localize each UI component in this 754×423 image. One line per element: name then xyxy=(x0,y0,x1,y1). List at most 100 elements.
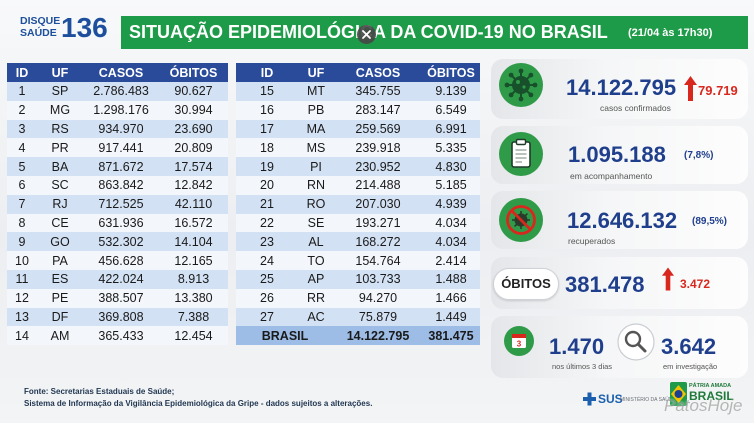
recent-deaths-label: nos últimos 3 dias xyxy=(552,362,613,371)
total-label: BRASIL xyxy=(261,328,309,343)
cell-uf: RJ xyxy=(52,197,68,212)
monitoring-value: 1.095.188 xyxy=(568,142,666,167)
monitoring-pct: (7,8%) xyxy=(684,150,714,161)
table-body: 1 SP 2.786.483 90.627 2 MG 1.298.176 30.994 3 RS 9… xyxy=(7,82,228,346)
states-table-left: ID UF CASOS ÓBITOS 1 SP 2.786.483 90.627 2 MG… xyxy=(7,63,228,346)
cell-uf: RS xyxy=(51,121,69,136)
cell-deaths: 1.466 xyxy=(435,291,467,306)
cell-uf: MG xyxy=(49,103,71,118)
source-line-1: Fonte: Secretarias Estaduais de Saúde; xyxy=(24,387,175,396)
calendar-day: 3 xyxy=(517,340,522,349)
cell-uf: RR xyxy=(306,291,326,306)
header-id: ID xyxy=(15,65,29,80)
cell-deaths: 16.572 xyxy=(174,215,213,230)
logo-line1: DISQUE xyxy=(20,15,61,27)
close-button[interactable] xyxy=(357,25,376,44)
plus-icon xyxy=(583,392,596,406)
cell-cases: 631.936 xyxy=(98,215,144,230)
arrow-up-icon xyxy=(684,76,697,101)
cell-deaths: 23.690 xyxy=(174,121,213,136)
cell-id: 1 xyxy=(18,84,26,99)
cell-uf: PE xyxy=(51,291,69,306)
cell-id: 8 xyxy=(18,215,26,230)
recent-deaths-value: 1.470 xyxy=(549,334,605,359)
header-uf: UF xyxy=(51,65,69,80)
cell-uf: RO xyxy=(306,197,326,212)
close-icon xyxy=(362,30,371,39)
arrow-up-icon xyxy=(662,267,674,291)
cell-uf: CE xyxy=(51,215,69,230)
title-banner: SITUAÇÃO EPIDEMIOLÓGICA DA COVID-19 NO B… xyxy=(121,16,748,49)
cell-cases: 532.302 xyxy=(98,234,144,249)
table-header: ID UF CASOS ÓBITOS xyxy=(7,63,228,82)
cell-id: 23 xyxy=(260,234,274,249)
table-row: 4 PR 917.441 20.809 xyxy=(7,138,228,158)
cell-id: 6 xyxy=(18,178,26,193)
cell-deaths: 7.388 xyxy=(177,309,210,324)
cell-uf: RN xyxy=(306,178,326,193)
cell-uf: AM xyxy=(50,328,70,343)
states-table-right: ID UF CASOS ÓBITOS 15 MT 345.755 9.139 16 PB 2… xyxy=(236,63,480,346)
table-row: 24 TO 154.764 2.414 xyxy=(236,251,480,270)
header-deaths: ÓBITOS xyxy=(169,65,218,80)
table-row: 6 SC 863.842 12.842 xyxy=(7,175,228,195)
virus-icon xyxy=(499,63,543,107)
recovered-pct: (89,5%) xyxy=(692,216,728,227)
cell-cases: 345.755 xyxy=(355,84,401,99)
cell-cases: 456.628 xyxy=(98,253,144,268)
table-row: 17 MA 259.569 6.991 xyxy=(236,119,480,139)
cell-cases: 168.272 xyxy=(355,234,401,249)
cell-id: 21 xyxy=(260,197,274,212)
investigation-label: em investigação xyxy=(663,362,718,371)
table-row: 23 AL 168.272 4.034 xyxy=(236,232,480,252)
cell-uf: BA xyxy=(51,159,69,174)
ministry-text: MINISTÉRIO DA SAÚDE xyxy=(620,397,676,403)
table-row: 22 SE 193.271 4.034 xyxy=(236,213,480,233)
cell-id: 16 xyxy=(260,103,274,118)
cell-uf: PI xyxy=(310,159,322,174)
cell-cases: 365.433 xyxy=(98,328,144,343)
cell-cases: 207.030 xyxy=(355,197,401,212)
cell-id: 9 xyxy=(18,234,26,249)
cell-deaths: 4.830 xyxy=(435,159,467,174)
logo-line2: SAÚDE xyxy=(20,27,57,39)
sus-text: SUS xyxy=(598,392,623,406)
clipboard-icon xyxy=(499,132,543,176)
table-row: 11 ES 422.024 8.913 xyxy=(7,269,228,289)
gov-line-1: PÁTRIA AMADA xyxy=(689,383,732,389)
cell-uf: SE xyxy=(307,215,325,230)
cell-id: 11 xyxy=(15,272,29,287)
watermark: PatosHoje xyxy=(664,396,743,415)
cell-id: 7 xyxy=(18,197,26,212)
table-row: 14 AM 365.433 12.454 xyxy=(7,326,228,346)
table-row: 25 AP 103.733 1.488 xyxy=(236,269,480,289)
cell-uf: PA xyxy=(52,253,68,268)
table-row: 12 PE 388.507 13.380 xyxy=(7,288,228,308)
cell-deaths: 42.110 xyxy=(174,197,213,212)
cell-id: 25 xyxy=(260,272,274,287)
cell-cases: 193.271 xyxy=(355,215,401,230)
calendar-icon: 3 xyxy=(504,326,534,356)
cell-deaths: 12.165 xyxy=(174,253,213,268)
cell-deaths: 6.991 xyxy=(435,121,467,136)
cell-cases: 369.808 xyxy=(98,309,144,324)
cell-id: 12 xyxy=(15,291,29,306)
cell-id: 27 xyxy=(260,309,274,324)
cell-id: 10 xyxy=(15,253,29,268)
recovered-label: recuperados xyxy=(568,236,616,246)
cell-uf: PB xyxy=(307,103,325,118)
total-cases: 14.122.795 xyxy=(346,328,410,343)
confirmed-increase: 79.719 xyxy=(698,83,738,98)
table-header: ID UF CASOS ÓBITOS xyxy=(236,63,480,82)
cell-cases: 2.786.483 xyxy=(93,84,149,99)
cell-uf: DF xyxy=(51,309,69,324)
cell-id: 5 xyxy=(18,159,26,174)
cell-uf: SP xyxy=(51,84,69,99)
table-row: 18 MS 239.918 5.335 xyxy=(236,138,480,158)
header-id: ID xyxy=(260,65,274,80)
cell-id: 13 xyxy=(15,309,29,324)
cell-cases: 712.525 xyxy=(98,197,144,212)
cell-deaths: 9.139 xyxy=(435,84,467,99)
cell-uf: SC xyxy=(51,178,69,193)
gov-logo: PÁTRIA AMADA BRASIL xyxy=(670,380,748,410)
